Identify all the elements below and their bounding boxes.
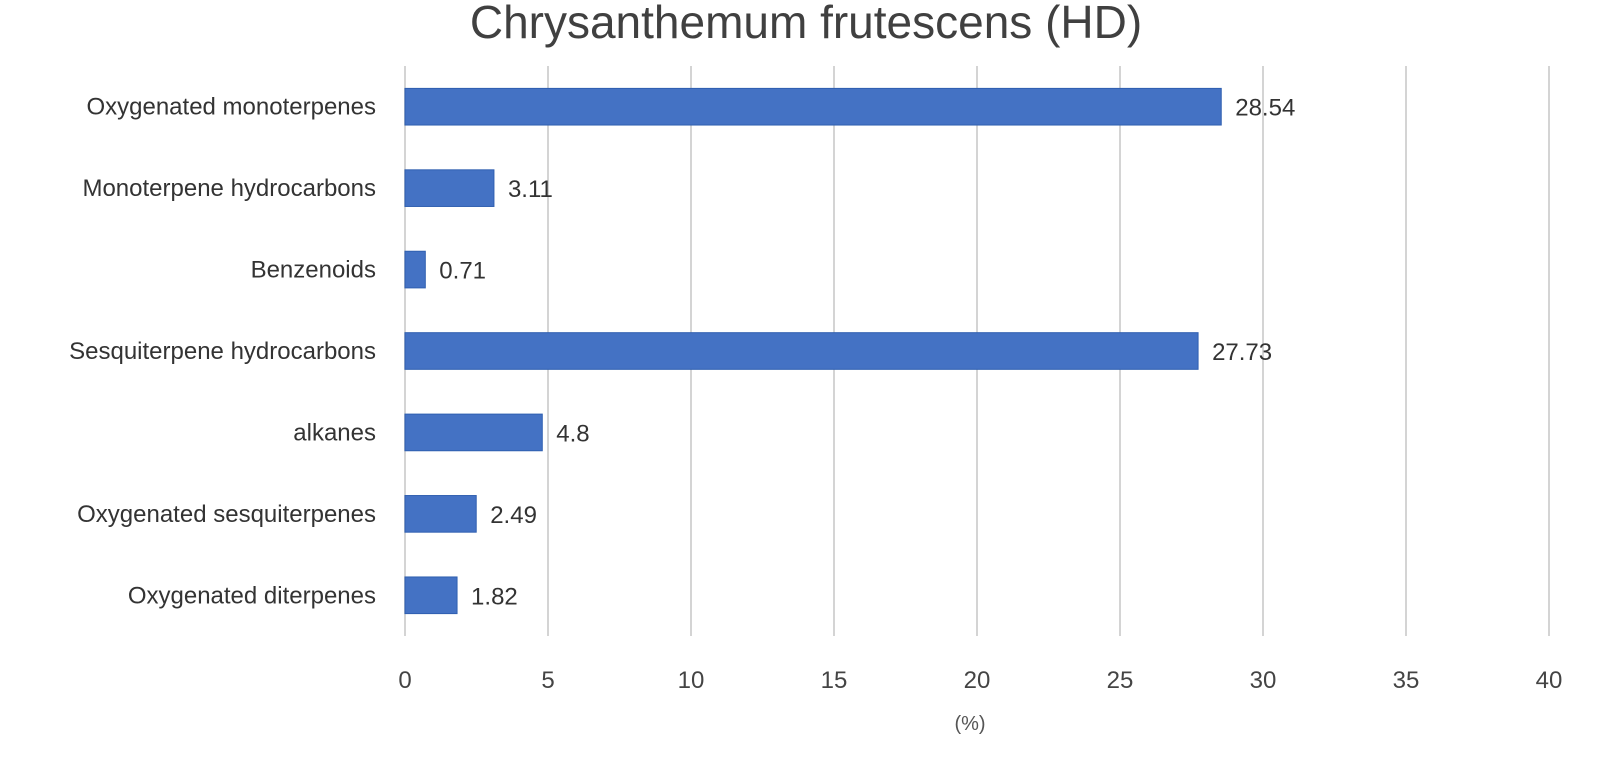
- x-tick-label: 35: [1393, 667, 1420, 694]
- bar: [404, 332, 1199, 370]
- data-label: 3.11: [508, 176, 553, 203]
- data-label: 0.71: [439, 258, 486, 285]
- x-axis-ticks: 0 5 10 15 20 25 30 35 40: [398, 667, 1562, 694]
- x-tick-label: 10: [678, 667, 705, 694]
- bar: [404, 413, 543, 452]
- x-tick-label: 20: [964, 667, 991, 694]
- x-tick-label: 30: [1250, 667, 1277, 694]
- bar: [404, 169, 495, 207]
- category-label: Oxygenated monoterpenes: [86, 94, 376, 121]
- category-label: Oxygenated diterpenes: [128, 582, 376, 609]
- category-label: alkanes: [293, 419, 376, 446]
- bar: [404, 250, 426, 289]
- bar: [404, 87, 1222, 126]
- data-label: 4.8: [556, 420, 589, 447]
- category-label: Oxygenated sesquiterpenes: [77, 501, 376, 528]
- data-label: 27.73: [1212, 339, 1272, 366]
- bars: [404, 87, 1222, 615]
- x-tick-label: 0: [398, 667, 411, 694]
- data-labels: 28.54 3.11 0.71 27.73 4.8 2.49 1.82: [439, 95, 1295, 611]
- data-label: 2.49: [490, 502, 537, 529]
- bar: [404, 495, 477, 533]
- data-label: 28.54: [1235, 95, 1295, 122]
- x-tick-label: 5: [541, 667, 554, 694]
- category-label: Benzenoids: [251, 257, 376, 284]
- category-label: Sesquiterpene hydrocarbons: [69, 338, 376, 365]
- chart-title: Chrysanthemum frutescens (HD): [470, 0, 1142, 48]
- data-label: 1.82: [471, 583, 518, 610]
- x-tick-label: 40: [1536, 667, 1563, 694]
- x-axis-label: (%): [954, 713, 985, 735]
- bar: [404, 576, 458, 615]
- category-labels: Oxygenated monoterpenes Monoterpene hydro…: [69, 94, 376, 610]
- x-tick-label: 25: [1107, 667, 1134, 694]
- category-label: Monoterpene hydrocarbons: [82, 175, 376, 202]
- x-tick-label: 15: [821, 667, 848, 694]
